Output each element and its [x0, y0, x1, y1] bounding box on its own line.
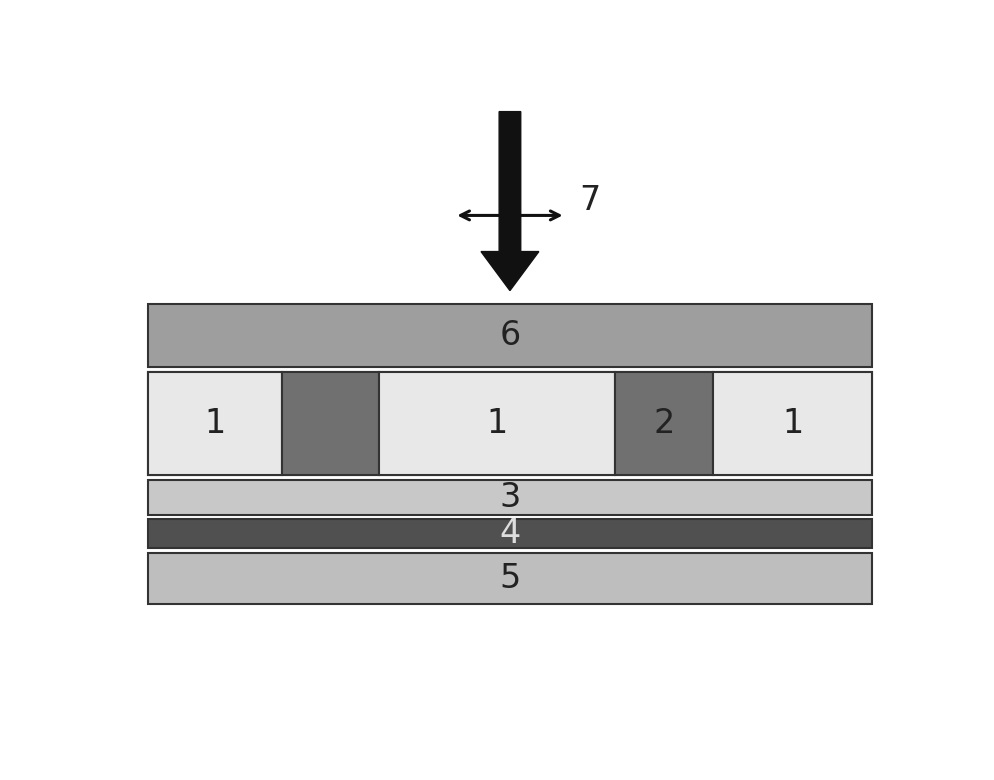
Bar [147, 372, 872, 475]
Text: 6: 6 [499, 319, 520, 352]
Bar [147, 372, 281, 475]
Text: 5: 5 [499, 562, 520, 595]
Text: 4: 4 [499, 517, 520, 551]
FancyArrow shape [480, 112, 539, 291]
Text: 1: 1 [486, 407, 507, 440]
Text: 1: 1 [204, 407, 225, 440]
Bar [614, 372, 712, 475]
Bar [281, 372, 379, 475]
Text: 7: 7 [579, 184, 600, 217]
Bar [147, 480, 872, 515]
Text: 3: 3 [499, 480, 520, 514]
Bar [147, 519, 872, 548]
Bar [712, 372, 872, 475]
Text: 1: 1 [781, 407, 802, 440]
Bar [147, 304, 872, 367]
Bar [147, 553, 872, 604]
Bar [379, 372, 614, 475]
Text: 2: 2 [653, 407, 674, 440]
